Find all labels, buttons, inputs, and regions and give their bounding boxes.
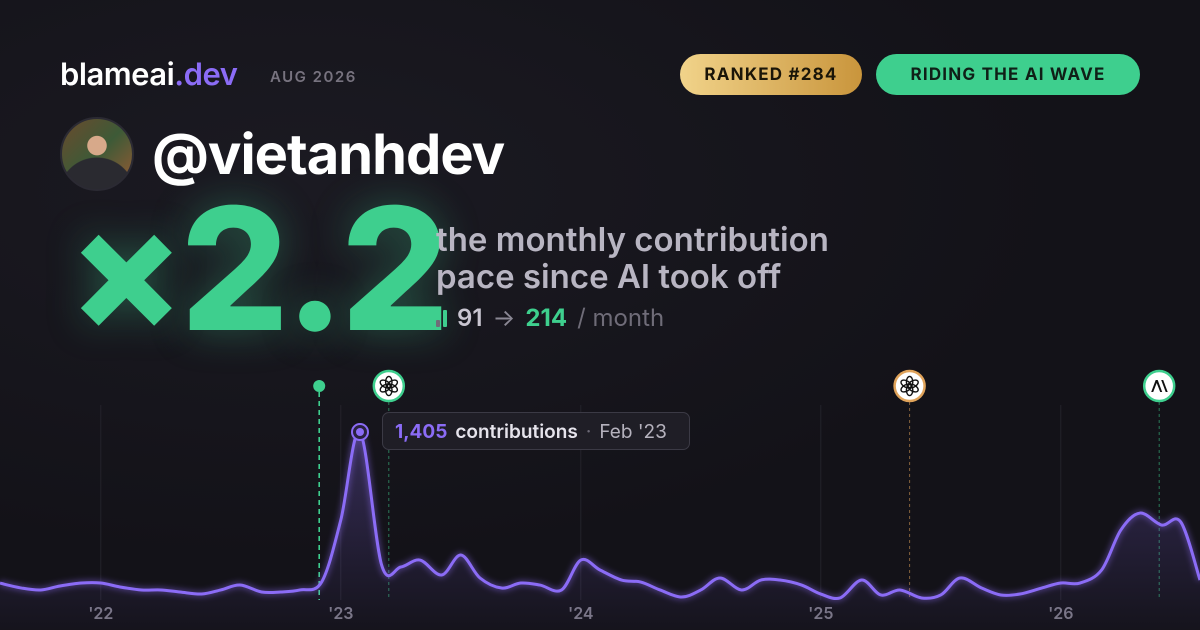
wave-badge: RIDING THE AI WAVE	[876, 54, 1140, 95]
area	[0, 431, 1200, 630]
tooltip-date: Feb '23	[599, 419, 667, 443]
event-dot	[313, 380, 326, 392]
after-value: 214	[525, 303, 568, 332]
brand: blameai.dev	[60, 56, 238, 93]
tooltip: 1,405 contributions · Feb '23	[382, 412, 690, 450]
line	[0, 430, 1200, 601]
before-value: 91	[457, 303, 483, 332]
pace-stats: 91 → 214 / month	[436, 303, 664, 332]
tooltip-value: 1,405	[395, 419, 448, 443]
event-icon	[893, 369, 926, 403]
event-logo	[379, 375, 399, 397]
brand-name: blameai	[60, 56, 175, 93]
tooltip-unit: contributions	[455, 419, 578, 443]
rank-badge: RANKED #284	[680, 54, 862, 95]
multiplier: ×2.2	[68, 166, 449, 372]
caption: pace since AI took off	[436, 256, 782, 296]
logo-glyph	[1151, 380, 1168, 392]
logo-petal	[379, 379, 392, 389]
bars-icon	[436, 309, 447, 327]
caption: the monthly contribution	[436, 219, 829, 259]
event-logo	[1151, 380, 1168, 392]
peak-point	[356, 428, 364, 436]
unit: / month	[577, 303, 665, 332]
event-icon	[372, 369, 406, 403]
handle: @vietanhdev	[152, 120, 505, 188]
date: AUG 2026	[270, 67, 357, 86]
tooltip-separator: ·	[585, 419, 592, 443]
logo-petal	[900, 379, 912, 389]
avatar	[60, 117, 134, 191]
event-logo	[900, 375, 919, 397]
brand-suffix: .dev	[174, 56, 238, 93]
arrow: →	[492, 303, 516, 332]
